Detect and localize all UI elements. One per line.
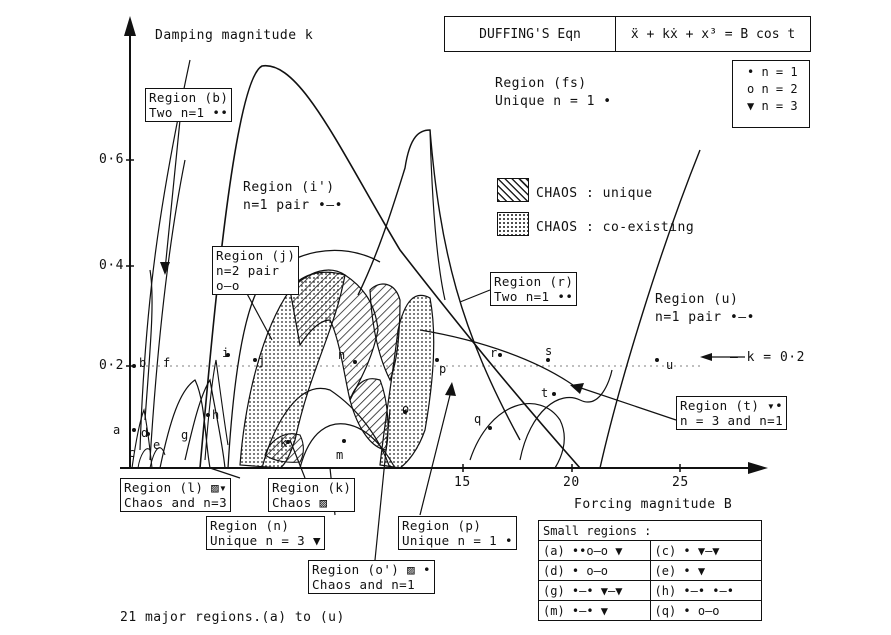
small-region-cell: (c) • ▼–▼	[649, 540, 762, 561]
legend-n3: ▼ n = 3	[747, 99, 798, 113]
pointer-line	[577, 386, 677, 421]
boundary-curve	[469, 403, 565, 469]
point-label-n: n	[338, 348, 346, 362]
small-region-cell: (q) • o–o	[649, 600, 762, 621]
region-r-box: Region (r) Two n=1 ••	[490, 272, 578, 306]
point-label-d: d	[141, 426, 149, 440]
y-axis-arrow	[124, 16, 136, 36]
small-region-cell: (e) • ▼	[649, 560, 762, 581]
point-label-m: m	[336, 448, 344, 462]
point-label-f: f	[163, 356, 171, 370]
region-o-box: Region (o') ▨ • Chaos and n=1	[308, 560, 435, 594]
boundary-curve	[149, 447, 166, 469]
small-region-cell: (m) •–• ▼	[538, 600, 651, 621]
point-label-u: u	[666, 358, 674, 372]
y-tick-label: 0·6	[99, 152, 124, 167]
boundary-curve	[199, 65, 581, 469]
title-box: DUFFING'S Eqn ẍ + kẋ + x³ = B cos t	[444, 16, 811, 52]
point-legend: • n = 1 o n = 2 ▼ n = 3	[732, 60, 810, 128]
boundary-curve	[429, 129, 446, 301]
point-label-e: e	[153, 438, 161, 452]
boundary-curve	[184, 378, 226, 469]
legend-n1: • n = 1	[747, 65, 798, 79]
y-tick-label: 0·4	[99, 258, 124, 273]
point-label-r: r	[490, 346, 498, 360]
region-k-box: Region (k) Chaos ▨	[268, 478, 356, 512]
boundary-curve	[131, 408, 153, 469]
pointer-line	[244, 289, 273, 341]
boundary-curve	[357, 129, 521, 441]
point-label-s: s	[545, 344, 553, 358]
small-region-cell: (d) • o–o	[538, 560, 651, 581]
x-tick-label: 25	[672, 475, 689, 490]
pointer-line	[419, 394, 451, 516]
point-label-k: k	[280, 436, 288, 450]
chaos-coexist-swatch	[497, 212, 529, 236]
legend-n2: o n = 2	[747, 82, 798, 96]
small-region-cell: (g) •–• ▼–▼	[538, 580, 651, 601]
region-j-box: Region (j) n=2 pair o–o	[212, 246, 300, 295]
region-fs-desc: Unique n = 1 •	[495, 94, 612, 109]
x-tick-label: 20	[563, 475, 580, 490]
chaos-coexist-label: CHAOS : co-existing	[536, 220, 695, 235]
small-region-cell: (h) •–• •–•	[649, 580, 762, 601]
small-regions-table: Small regions : (a) ••o–o ▼ (c) • ▼–▼ (d)…	[538, 520, 762, 621]
region-u-desc: n=1 pair •–•	[655, 310, 755, 325]
region-i-title: Region (i')	[243, 180, 335, 195]
boundary-curve	[159, 379, 211, 469]
y-tick-label: 0·2	[99, 358, 124, 373]
equation: ẍ + kẋ + x³ = B cos t	[630, 26, 796, 42]
region-u-title: Region (u)	[655, 292, 739, 307]
chaos-unique-area	[349, 378, 389, 451]
region-l-box: Region (l) ▨▾ Chaos and n=3	[120, 478, 232, 512]
point-label-a: a	[113, 423, 121, 437]
title-left: DUFFING'S Eqn	[445, 17, 616, 51]
point-label-i: i	[222, 346, 230, 360]
boundary-curve	[519, 369, 613, 461]
chaos-unique-swatch	[497, 178, 529, 202]
k-0.2-label: — k = 0·2	[730, 350, 805, 365]
region-p-box: Region (p) Unique n = 1 •	[398, 516, 517, 550]
chaos-unique-area	[289, 271, 379, 402]
point-label-h: h	[212, 408, 220, 422]
x-axis-arrow	[748, 462, 768, 474]
pointer-line	[374, 409, 391, 561]
pointer-line	[164, 119, 181, 271]
pointer-line	[459, 289, 491, 303]
x-axis-label: Forcing magnitude B	[574, 497, 733, 512]
boundary-curve	[419, 329, 581, 391]
y-axis-label: Damping magnitude k	[155, 28, 314, 43]
boundary-curve	[204, 359, 229, 461]
x-tick-label: 15	[454, 475, 471, 490]
chaos-unique-area	[264, 433, 304, 463]
point-label-b: b	[139, 356, 147, 370]
small-region-cell: (a) ••o–o ▼	[538, 540, 651, 561]
point-label-p: p	[439, 362, 447, 376]
pointer-line	[289, 439, 306, 479]
point-label-j: j	[258, 354, 266, 368]
point-label-t: t	[541, 386, 549, 400]
footer-note: 21 major regions.(a) to (u)	[120, 610, 345, 625]
chaos-unique-label: CHAOS : unique	[536, 186, 653, 201]
boundary-curve	[149, 159, 186, 461]
point-label-c: c	[128, 446, 136, 460]
point-label-o: o	[402, 402, 410, 416]
boundary-curve	[137, 448, 151, 469]
chaos-unique-area	[369, 283, 401, 382]
small-regions-title: Small regions :	[538, 520, 762, 541]
region-b-box: Region (b) Two n=1 ••	[145, 88, 233, 122]
region-fs-title: Region (fs)	[495, 76, 587, 91]
boundary-curve	[599, 149, 701, 469]
region-n-box: Region (n) Unique n = 3 ▼	[206, 516, 325, 550]
point-label-g: g	[181, 428, 189, 442]
boundary-curve	[144, 269, 153, 421]
point-label-q: q	[474, 412, 482, 426]
region-t-box: Region (t) ▾• n = 3 and n=1	[676, 396, 788, 430]
region-i-desc: n=1 pair •–•	[243, 198, 343, 213]
chaos-coexisting-area	[379, 294, 435, 469]
pointer-line	[209, 467, 241, 479]
